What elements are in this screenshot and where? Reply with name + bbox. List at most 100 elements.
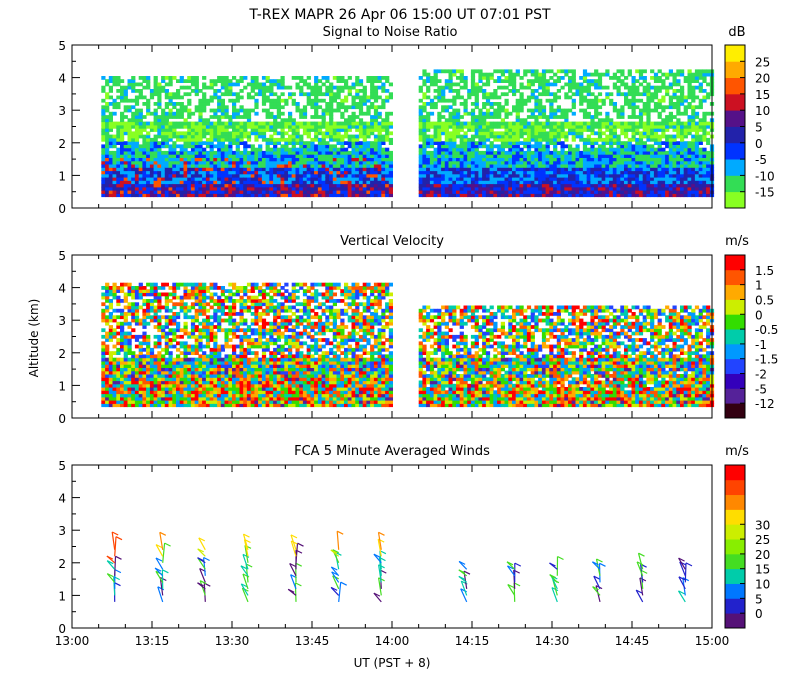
field-cell xyxy=(500,170,505,175)
field-cell xyxy=(228,177,233,181)
snr-unit: dB xyxy=(728,25,745,40)
field-cell xyxy=(590,98,595,103)
field-cell xyxy=(627,121,632,126)
field-cell xyxy=(168,115,173,119)
field-cell xyxy=(190,150,196,155)
field-cell xyxy=(299,85,304,90)
field-cell xyxy=(519,186,524,191)
field-cell xyxy=(646,131,651,136)
field-cell xyxy=(276,177,281,181)
field-cell xyxy=(310,98,315,103)
field-cell xyxy=(112,173,117,178)
field-cell xyxy=(123,147,128,152)
field-cell xyxy=(597,128,603,132)
field-cell xyxy=(571,173,576,178)
field-cell xyxy=(176,144,181,149)
field-cell xyxy=(694,154,700,158)
field-cell xyxy=(299,164,304,168)
field-cell xyxy=(523,85,528,90)
field-cell xyxy=(586,157,591,162)
field-cell xyxy=(131,190,136,194)
field-cell xyxy=(609,180,614,185)
field-cell xyxy=(624,134,629,139)
field-cell xyxy=(534,147,539,152)
field-cell xyxy=(680,98,685,103)
field-cell xyxy=(683,131,688,136)
field-cell xyxy=(284,160,289,165)
field-cell xyxy=(134,190,140,194)
field-cell xyxy=(239,173,244,178)
field-cell xyxy=(661,79,666,83)
field-cell xyxy=(194,173,199,178)
field-cell xyxy=(545,150,550,155)
field-cell xyxy=(198,154,203,158)
field-cell xyxy=(243,124,248,129)
field-cell xyxy=(101,312,106,316)
field-cell xyxy=(209,141,214,145)
field-cell xyxy=(168,177,173,181)
field-cell xyxy=(556,190,561,194)
field-cell xyxy=(523,183,528,188)
field-cell xyxy=(467,177,472,181)
field-cell xyxy=(302,115,308,119)
field-cell xyxy=(261,85,267,90)
field-cell xyxy=(680,137,685,142)
field-cell xyxy=(280,147,285,152)
field-cell xyxy=(120,147,125,152)
field-cell xyxy=(112,393,117,398)
field-cell xyxy=(575,160,580,165)
field-cell xyxy=(653,167,659,172)
field-cell xyxy=(161,124,166,129)
field-cell xyxy=(418,89,423,93)
field-cell xyxy=(560,69,565,74)
field-cell xyxy=(418,150,423,155)
field-cell xyxy=(638,134,644,139)
field-cell xyxy=(101,147,106,152)
field-cell xyxy=(332,170,337,175)
field-cell xyxy=(560,124,565,129)
field-cell xyxy=(687,95,692,100)
field-cell xyxy=(512,131,517,136)
field-cell xyxy=(582,95,588,100)
field-cell xyxy=(336,131,341,136)
field-cell xyxy=(276,180,281,185)
field-cell xyxy=(597,186,603,191)
field-cell xyxy=(228,150,233,155)
field-cell xyxy=(694,193,700,198)
field-cell xyxy=(429,157,435,162)
field-cell xyxy=(224,167,229,172)
field-cell xyxy=(560,173,565,178)
field-cell xyxy=(388,183,393,188)
field-cell xyxy=(672,92,677,97)
field-cell xyxy=(101,167,106,172)
field-cell xyxy=(624,128,629,132)
field-cell xyxy=(657,69,662,74)
field-cell xyxy=(179,190,184,194)
field-cell xyxy=(321,115,326,119)
field-cell xyxy=(624,157,629,162)
field-cell xyxy=(504,92,509,97)
field-cell xyxy=(179,154,184,158)
field-cell xyxy=(702,121,707,126)
field-cell xyxy=(489,173,494,178)
field-cell xyxy=(362,98,367,103)
field-cell xyxy=(265,183,270,188)
field-cell xyxy=(519,154,524,158)
field-cell xyxy=(687,72,692,77)
field-cell xyxy=(512,134,517,139)
field-cell xyxy=(549,92,554,97)
field-cell xyxy=(306,160,311,165)
field-cell xyxy=(571,167,576,172)
field-cell xyxy=(672,177,677,181)
field-cell xyxy=(105,105,110,110)
field-cell xyxy=(612,190,617,194)
field-cell xyxy=(493,144,498,149)
field-cell xyxy=(358,128,364,132)
field-cell xyxy=(377,137,382,142)
field-cell xyxy=(190,137,196,142)
field-cell xyxy=(291,118,296,123)
field-cell xyxy=(530,137,535,142)
field-cell xyxy=(176,131,181,136)
field-cell xyxy=(205,137,211,142)
